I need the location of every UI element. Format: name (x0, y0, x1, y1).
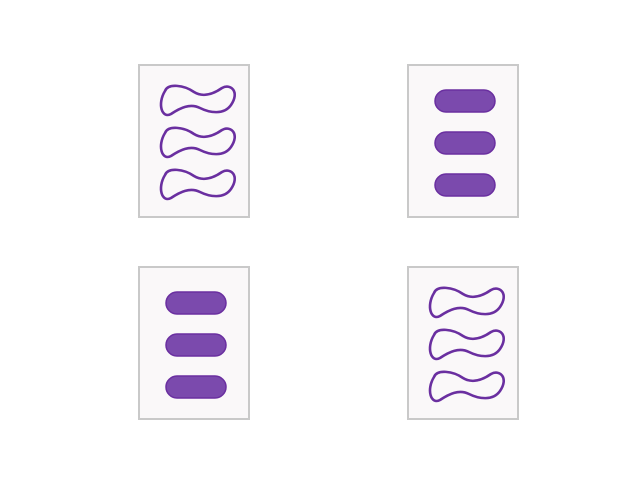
card-squiggle-open[interactable] (407, 266, 519, 420)
card-oval-solid[interactable] (138, 266, 250, 420)
squiggle-symbol-1 (428, 286, 505, 319)
oval-symbol-2 (165, 333, 227, 357)
squiggle-symbol-3 (159, 168, 236, 201)
card-oval-solid[interactable] (407, 64, 519, 218)
card-squiggle-open[interactable] (138, 64, 250, 218)
squiggle-symbol-2 (428, 328, 505, 361)
card-face (428, 286, 505, 403)
card-face (434, 89, 496, 197)
squiggle-symbol-3 (428, 370, 505, 403)
card-face (165, 291, 227, 399)
oval-symbol-2 (434, 131, 496, 155)
squiggle-symbol-1 (159, 84, 236, 117)
oval-symbol-3 (165, 375, 227, 399)
oval-symbol-3 (434, 173, 496, 197)
oval-symbol-1 (434, 89, 496, 113)
squiggle-symbol-2 (159, 126, 236, 159)
card-face (159, 84, 236, 201)
oval-symbol-1 (165, 291, 227, 315)
